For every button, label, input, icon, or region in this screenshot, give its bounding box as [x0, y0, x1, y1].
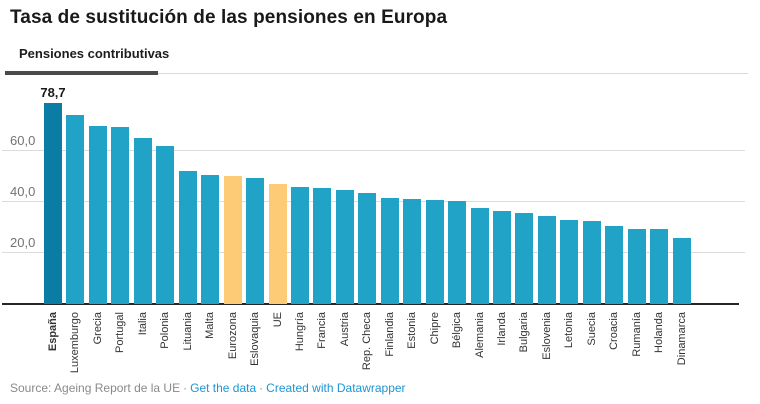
tab-rule: [5, 73, 748, 74]
bar[interactable]: [403, 198, 422, 304]
created-with-datawrapper-link[interactable]: Created with Datawrapper: [266, 381, 406, 395]
footer-separator: ·: [259, 381, 264, 395]
bar[interactable]: [44, 103, 62, 304]
bar[interactable]: [493, 210, 511, 304]
x-axis-label: UE: [271, 312, 284, 328]
bar[interactable]: [537, 215, 556, 304]
x-axis-label: Austria: [338, 312, 351, 347]
y-axis-tick-label: 60,0: [10, 132, 36, 148]
x-axis-label: Luxemburgo: [69, 312, 82, 374]
x-axis-label: Hungría: [293, 312, 306, 352]
gridline-60: [2, 149, 745, 151]
data-label-espana: 78,7: [40, 85, 66, 100]
x-axis-label: Croacia: [608, 312, 621, 350]
x-axis-label: Francia: [316, 312, 329, 349]
x-axis-label: Chipre: [428, 312, 441, 345]
bar[interactable]: [313, 187, 332, 304]
x-axis-label: Italia: [136, 312, 149, 336]
bar[interactable]: [246, 177, 265, 304]
bar[interactable]: [425, 200, 444, 304]
x-axis-label: Polonia: [159, 312, 172, 349]
bar[interactable]: [156, 145, 175, 304]
x-axis-label: España: [47, 312, 59, 352]
bar[interactable]: [335, 190, 354, 304]
bar[interactable]: [672, 237, 691, 304]
x-axis-label: Bulgaria: [518, 312, 531, 353]
x-axis-label: Holanda: [653, 312, 666, 353]
x-axis-label: Eslovaquia: [249, 312, 262, 366]
bar[interactable]: [111, 127, 130, 304]
x-axis-label: Finlandia: [383, 312, 396, 357]
bar[interactable]: [582, 220, 601, 304]
x-axis-label: Rep. Checa: [361, 312, 374, 371]
bar[interactable]: [470, 208, 489, 304]
source-text: Source: Ageing Report de la UE: [10, 381, 181, 395]
x-axis-label: Irlanda: [496, 312, 508, 346]
bar[interactable]: [627, 228, 646, 304]
x-axis-label: Alemania: [473, 312, 486, 358]
x-axis-label: Lituania: [181, 312, 194, 351]
x-axis-label: Estonia: [406, 312, 419, 349]
bar[interactable]: [201, 175, 220, 304]
footer-separator: ·: [183, 381, 188, 395]
x-axis-label: Malta: [204, 312, 217, 339]
bar[interactable]: [358, 192, 377, 304]
x-axis-label: Grecia: [91, 312, 104, 345]
chart-footer: Source: Ageing Report de la UE · Get the d…: [10, 381, 406, 395]
tab-pensiones-contributivas[interactable]: Pensiones contributivas: [19, 46, 170, 61]
bar[interactable]: [178, 171, 197, 304]
x-axis-label: Suecia: [585, 312, 598, 346]
bar[interactable]: [560, 219, 579, 304]
page-title: Tasa de sustitución de las pensiones en …: [10, 7, 448, 28]
x-axis-label: Portugal: [114, 312, 127, 353]
x-axis-label: Eurozona: [226, 312, 239, 360]
x-axis-baseline: [2, 303, 739, 305]
x-axis-label: Eslovenia: [540, 312, 553, 360]
bar[interactable]: [515, 213, 534, 304]
y-axis-tick-label: 20,0: [10, 234, 36, 250]
bar[interactable]: [268, 183, 287, 304]
x-axis-label: Letonia: [563, 312, 576, 349]
bar[interactable]: [380, 198, 399, 304]
bar[interactable]: [88, 126, 107, 304]
bar[interactable]: [290, 186, 309, 304]
x-axis-label: Dinamarca: [675, 312, 688, 366]
bar[interactable]: [605, 226, 624, 304]
x-axis-label: Bélgica: [451, 312, 464, 349]
bar[interactable]: [66, 115, 85, 304]
bar[interactable]: [650, 229, 669, 304]
get-the-data-link[interactable]: Get the data: [190, 381, 257, 395]
x-axis-label: Rumanía: [630, 312, 643, 357]
bar[interactable]: [448, 201, 467, 304]
bar[interactable]: [133, 137, 152, 304]
bar[interactable]: [223, 176, 242, 304]
y-axis-tick-label: 40,0: [10, 183, 36, 199]
tab-active-indicator: [5, 71, 158, 75]
